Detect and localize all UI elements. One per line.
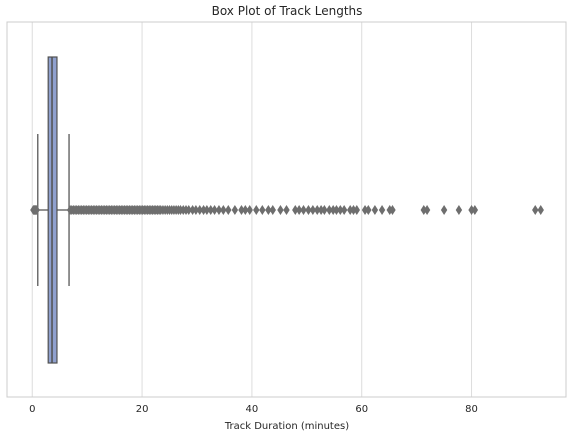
outlier-point [200,205,207,215]
outlier-point [532,205,539,215]
outlier-point [238,205,245,215]
outlier-point [317,205,325,215]
outlier-point [326,205,333,215]
outlier-point [203,205,211,215]
x-tick-label: 40 [246,404,259,415]
outlier-point [292,205,299,215]
outlier-point [321,205,328,215]
outlier-point [196,205,203,215]
x-tick-label: 60 [355,404,368,415]
x-tick-label: 0 [29,404,35,415]
outlier-point [365,205,372,215]
outlier-point [340,205,348,215]
outlier-point [314,205,321,215]
outlier-point [471,205,479,215]
outlier-point [215,205,223,215]
outlier-point [185,205,192,215]
outlier-point [246,205,253,215]
plot-frame [6,21,567,398]
outlier-point [277,205,284,215]
outlier-point [242,205,249,215]
outlier-point [378,205,386,215]
x-axis-label: Track Duration (minutes) [224,421,349,432]
outlier-point [269,205,276,215]
outlier-point [353,205,360,215]
outlier-point [189,205,196,215]
outlier-point [192,205,200,215]
outlier-point [329,205,337,215]
x-tick-label: 20 [136,404,149,415]
outlier-point [350,205,357,215]
outlier-point [346,205,354,215]
outlier-point [259,205,266,215]
outlier-point [309,205,317,215]
outlier-point [265,205,272,215]
outlier-point [455,205,463,215]
x-tick-labels: 0 20 40 60 80 [29,404,478,415]
outlier-point [537,205,544,215]
outlier-point [420,205,427,215]
x-tick-label: 80 [465,404,478,415]
outlier-point [253,205,260,215]
outlier-point [337,205,344,215]
outlier-point [207,205,214,215]
outlier-point [300,205,307,215]
data-layer [30,56,544,364]
outlier-point [220,205,227,215]
outlier-point [361,205,369,215]
outlier-point [389,205,396,215]
outlier-point [440,205,448,215]
outlier-point [33,205,40,215]
outlier-point [283,205,290,215]
outlier-point [423,205,431,215]
chart-title: Box Plot of Track Lengths [212,4,363,18]
outlier-point [333,205,340,215]
outlier-point [231,205,239,215]
outlier-point [371,205,379,215]
outlier-point [468,205,475,215]
outlier-point [295,205,303,215]
outlier-point [225,205,232,215]
outlier-point [211,205,218,215]
outlier-point [305,205,312,215]
